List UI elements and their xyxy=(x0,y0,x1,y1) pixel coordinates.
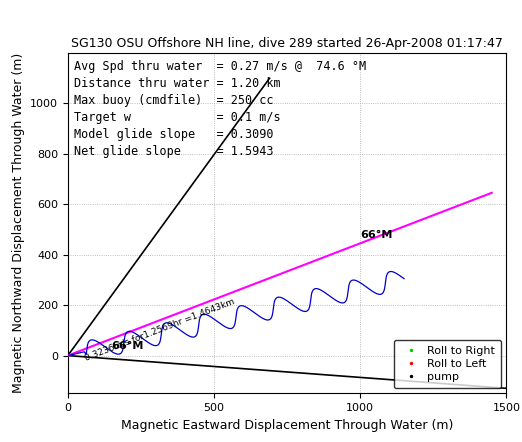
Text: 66°M: 66°M xyxy=(112,341,144,351)
Legend: Roll to Right, Roll to Left, pump: Roll to Right, Roll to Left, pump xyxy=(394,340,501,388)
X-axis label: Magnetic Eastward Displacement Through Water (m): Magnetic Eastward Displacement Through W… xyxy=(121,419,453,432)
Y-axis label: Magnetic Northward Displacement Through Water (m): Magnetic Northward Displacement Through … xyxy=(11,53,25,393)
Text: Avg Spd thru water  = 0.27 m/s @  74.6 °M
Distance thru water = 1.20 km
Max buoy: Avg Spd thru water = 0.27 m/s @ 74.6 °M … xyxy=(75,60,366,158)
Text: 66°M: 66°M xyxy=(360,230,393,240)
Text: 0.3236m/s for1.2569hr =1.4643km: 0.3236m/s for1.2569hr =1.4643km xyxy=(84,296,236,362)
Title: SG130 OSU Offshore NH line, dive 289 started 26-Apr-2008 01:17:47: SG130 OSU Offshore NH line, dive 289 sta… xyxy=(71,38,503,50)
